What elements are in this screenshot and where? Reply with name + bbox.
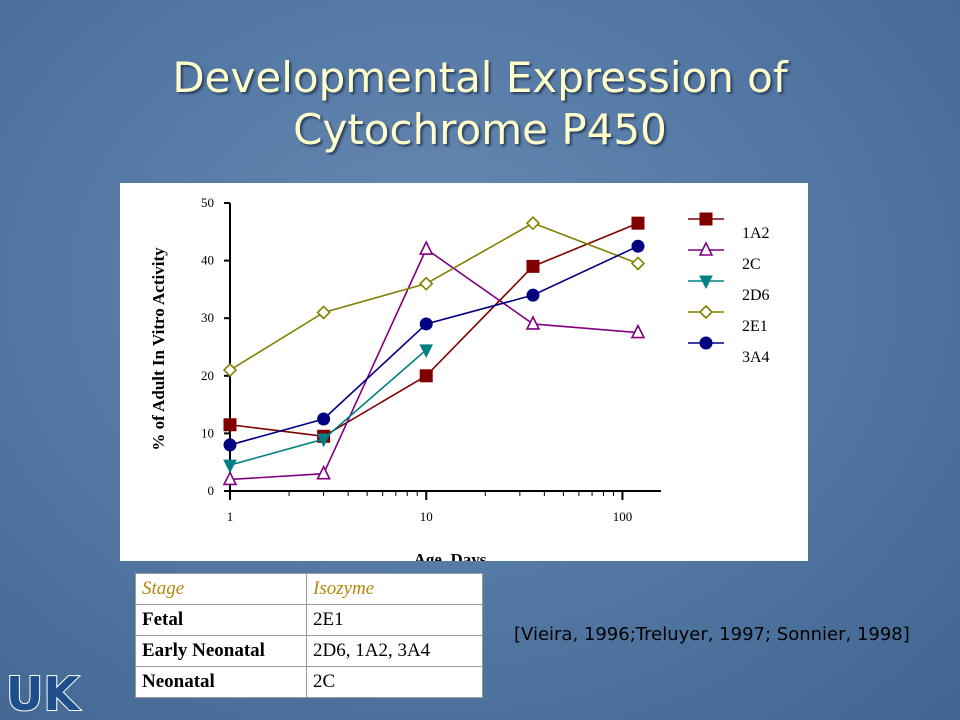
legend-label-2e1: 2E1 [742,318,768,335]
legend-label-1a2: 1A2 [742,225,770,242]
table-header-stage: Stage [135,573,307,605]
data-point-2c [630,323,646,339]
legend-label-2d6: 2D6 [742,287,770,304]
legend-label-2c: 2C [742,256,761,273]
data-point-3a4 [526,288,540,302]
data-point-2e1 [316,305,331,320]
legend-marker-2c [698,241,714,256]
data-point-1a2 [223,418,237,432]
x-tick-label: 10 [420,509,433,524]
series-line-3a4 [229,245,639,446]
data-point-2c [418,240,434,255]
legend-label-3a4: 3A4 [742,349,770,366]
series-line-2d6 [229,349,427,466]
series-line-2c [229,247,639,481]
data-point-2e1 [630,256,646,271]
table-row: Fetal 2E1 [135,604,483,636]
x-tick-label: 100 [613,509,633,524]
data-point-2e1 [419,276,434,291]
series-line-2e1 [229,222,639,371]
y-tick-label: 50 [201,195,214,210]
data-point-2d6 [316,433,331,448]
data-point-3a4 [631,239,645,253]
slide-title-line-1: Developmental Expression of [172,53,788,102]
table-cell-stage: Early Neonatal [135,635,307,667]
slide-title: Developmental Expression of Cytochrome P… [0,52,960,156]
slide-title-line-2: Cytochrome P450 [293,105,667,154]
y-tick-label: 40 [201,253,214,268]
uk-logo: UK [5,666,82,718]
data-point-3a4 [317,412,331,426]
table-cell-stage: Fetal [135,604,307,636]
y-axis-label: % of Adult In Vitro Activity [149,247,168,451]
data-point-1a2 [631,216,645,230]
citation-text: [Vieira, 1996;Treluyer, 1997; Sonnier, 1… [514,624,910,645]
chart-panel: 0 10 20 30 40 50 1 10 100 Age, Days % of Adult In … [120,183,808,561]
data-point-2c [316,464,331,480]
x-axis-label: Age, Days [414,550,487,561]
table-header-row: Stage Isozyme [135,573,483,605]
data-point-2e1 [525,216,541,231]
data-point-3a4 [223,438,237,452]
legend-marker-3a4 [699,336,713,350]
table-cell-stage: Neonatal [135,666,307,698]
table-header-isozyme: Isozyme [306,573,483,605]
data-point-2d6 [419,344,434,358]
stage-isozyme-table: Stage Isozyme Fetal 2E1 Early Neonatal 2… [135,573,483,698]
table-cell-isozyme: 2E1 [306,604,483,636]
legend-marker-2d6 [699,275,713,290]
data-point-1a2 [526,259,540,273]
y-tick-label: 10 [201,425,214,440]
data-point-2d6 [223,459,237,474]
cyp450-line-chart: 0 10 20 30 40 50 1 10 100 Age, Days % of Adult In … [149,195,770,561]
table-row: Early Neonatal 2D6, 1A2, 3A4 [135,635,483,667]
data-point-2e1 [222,362,238,378]
data-point-2c [222,470,238,486]
table-row: Neonatal 2C [135,666,483,698]
legend-marker-2e1 [698,304,714,320]
table-cell-isozyme: 2D6, 1A2, 3A4 [306,635,483,667]
y-tick-label: 20 [201,368,214,383]
legend-marker-1a2 [699,212,713,226]
data-point-1a2 [419,369,433,383]
y-tick-label: 30 [201,310,214,325]
y-tick-label: 0 [208,483,215,498]
data-point-3a4 [419,317,433,331]
data-point-2c [525,315,541,330]
uk-logo-text: UK [6,667,81,718]
table-cell-isozyme: 2C [306,666,483,698]
x-tick-label: 1 [227,509,234,524]
